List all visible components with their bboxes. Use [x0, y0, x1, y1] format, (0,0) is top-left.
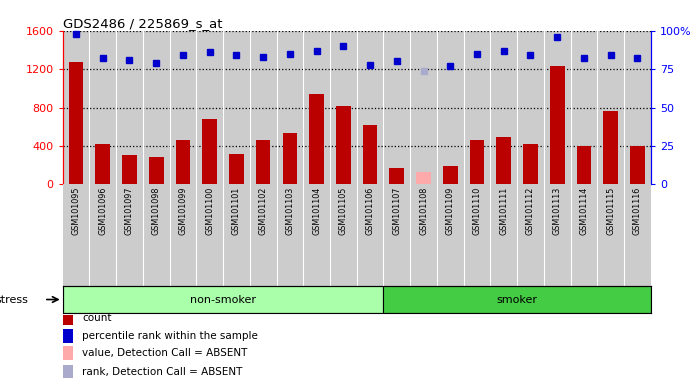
- Text: GSM101116: GSM101116: [633, 186, 642, 235]
- Text: GSM101096: GSM101096: [98, 186, 107, 235]
- Text: GSM101115: GSM101115: [606, 186, 615, 235]
- Text: count: count: [82, 313, 111, 323]
- Bar: [63, 286, 383, 313]
- Bar: [390, 168, 404, 184]
- Text: percentile rank within the sample: percentile rank within the sample: [82, 331, 258, 341]
- Text: value, Detection Call = ABSENT: value, Detection Call = ABSENT: [82, 348, 247, 358]
- Bar: [576, 146, 592, 184]
- Text: rank, Detection Call = ABSENT: rank, Detection Call = ABSENT: [82, 367, 242, 377]
- Text: GSM101104: GSM101104: [312, 186, 321, 235]
- Text: GSM101107: GSM101107: [393, 186, 402, 235]
- Bar: [496, 137, 511, 184]
- Bar: [443, 166, 457, 184]
- Text: GSM101101: GSM101101: [232, 186, 241, 235]
- Text: GSM101110: GSM101110: [473, 186, 482, 235]
- Bar: [309, 94, 324, 184]
- Text: GSM101106: GSM101106: [365, 186, 374, 235]
- Bar: [63, 346, 73, 360]
- Bar: [470, 140, 484, 184]
- Bar: [383, 286, 651, 313]
- Text: GSM101112: GSM101112: [526, 186, 535, 235]
- Text: GSM101113: GSM101113: [553, 186, 562, 235]
- Bar: [63, 365, 73, 379]
- Text: smoker: smoker: [497, 295, 537, 305]
- Bar: [203, 119, 217, 184]
- Text: GSM101114: GSM101114: [580, 186, 588, 235]
- Bar: [523, 144, 538, 184]
- Bar: [63, 311, 73, 325]
- Text: GSM101109: GSM101109: [445, 186, 454, 235]
- Text: GSM101098: GSM101098: [152, 186, 161, 235]
- Bar: [336, 106, 351, 184]
- Text: GSM101102: GSM101102: [259, 186, 268, 235]
- Bar: [95, 144, 110, 184]
- Bar: [416, 172, 431, 184]
- Text: GSM101100: GSM101100: [205, 186, 214, 235]
- Text: GSM101095: GSM101095: [72, 186, 81, 235]
- Bar: [63, 329, 73, 343]
- Bar: [69, 62, 84, 184]
- Text: GSM101097: GSM101097: [125, 186, 134, 235]
- Text: GSM101111: GSM101111: [499, 186, 508, 235]
- Bar: [630, 146, 644, 184]
- Text: GSM101108: GSM101108: [419, 186, 428, 235]
- Text: GDS2486 / 225869_s_at: GDS2486 / 225869_s_at: [63, 17, 222, 30]
- Text: GSM101105: GSM101105: [339, 186, 348, 235]
- Text: GSM101099: GSM101099: [178, 186, 187, 235]
- Bar: [256, 140, 271, 184]
- Bar: [122, 155, 137, 184]
- Bar: [175, 140, 190, 184]
- Text: non-smoker: non-smoker: [190, 295, 256, 305]
- Bar: [550, 66, 564, 184]
- Text: GSM101103: GSM101103: [285, 186, 294, 235]
- Bar: [283, 134, 297, 184]
- Bar: [229, 154, 244, 184]
- Bar: [149, 157, 164, 184]
- Bar: [363, 125, 377, 184]
- Bar: [603, 111, 618, 184]
- Text: stress: stress: [0, 295, 28, 305]
